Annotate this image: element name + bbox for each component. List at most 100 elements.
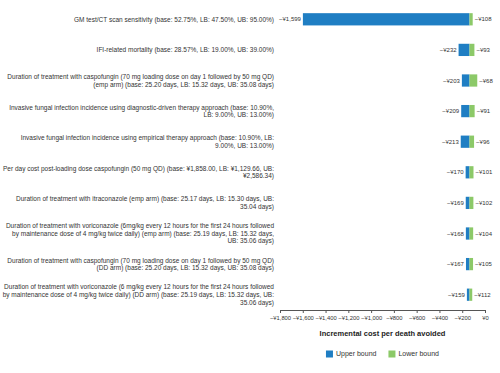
category-label: Duration of treatment with itraconazole … <box>16 195 274 211</box>
bar <box>470 13 473 25</box>
x-tick-mark <box>439 310 440 313</box>
data-label: −¥112 <box>474 292 491 298</box>
x-tick-mark <box>326 310 327 313</box>
data-label: −¥104 <box>475 231 493 237</box>
bar <box>459 44 470 56</box>
bar <box>470 227 474 239</box>
x-tick: −¥1,800 <box>270 310 291 321</box>
category-label-line: (emp arm) (base: 25.20 days, LB: 15.32 d… <box>93 81 274 89</box>
x-tick-label: −¥200 <box>455 315 471 321</box>
legend: Upper bound Lower bound <box>326 350 439 358</box>
bar <box>470 74 478 86</box>
bar <box>470 258 474 270</box>
category-labels: GM test/CT scan sensitivity (base: 52.75… <box>3 16 275 307</box>
data-label: −¥213 <box>442 139 460 145</box>
bar <box>470 166 474 178</box>
data-label: −¥203 <box>443 78 461 84</box>
x-tick-label: −¥600 <box>409 315 425 321</box>
x-tick: −¥1,400 <box>315 310 336 321</box>
data-label: −¥170 <box>447 169 465 175</box>
x-tick: −¥1,200 <box>338 310 359 321</box>
x-axis-line <box>281 311 486 314</box>
category-label-line: 35.04 days) <box>240 203 274 211</box>
category-label-line: Per day cost post-loading dose caspofung… <box>3 165 274 173</box>
category-label-line: UB: 35.06 days) <box>227 237 274 245</box>
category-label-line: 35.06 days) <box>240 299 274 307</box>
data-label: −¥93 <box>476 47 490 53</box>
bar <box>466 197 470 209</box>
x-tick-label: −¥1,400 <box>315 315 336 321</box>
bar <box>466 258 470 270</box>
data-label: −¥108 <box>475 16 493 22</box>
bar <box>303 13 470 25</box>
x-tick-label: −¥1,000 <box>361 315 382 321</box>
bar <box>470 105 475 117</box>
data-label: −¥167 <box>447 261 465 267</box>
data-label: −¥68 <box>479 78 493 84</box>
bar <box>462 74 470 86</box>
bar <box>461 136 470 148</box>
legend-label: Upper bound <box>336 350 377 358</box>
x-tick: −¥600 <box>409 310 425 321</box>
data-label: −¥105 <box>475 261 493 267</box>
x-tick: −¥1,000 <box>361 310 382 321</box>
bar <box>466 166 470 178</box>
data-label: −¥169 <box>447 200 465 206</box>
x-tick: −¥800 <box>386 310 402 321</box>
category-label: Duration of treatment with caspofungin (… <box>7 257 274 273</box>
bars <box>303 13 477 301</box>
bar <box>470 289 473 301</box>
x-tick-mark <box>485 310 486 313</box>
category-label-line: Duration of treatment with itraconazole … <box>16 195 274 203</box>
category-label-line: 9.00%, UB: 13.00%) <box>215 142 274 150</box>
data-label: −¥102 <box>475 200 493 206</box>
bar <box>467 289 470 301</box>
category-label-line: GM test/CT scan sensitivity (base: 52.75… <box>74 16 274 24</box>
x-tick-label: −¥1,800 <box>270 315 291 321</box>
bar <box>470 197 474 209</box>
category-label: Invasive fungal infection incidence usin… <box>21 134 274 150</box>
x-tick-label: ¥0 <box>482 315 488 321</box>
data-label: −¥91 <box>477 108 491 114</box>
x-tick-label: −¥400 <box>432 315 448 321</box>
legend-swatch <box>388 351 395 358</box>
category-label: Duration of treatment with voriconazole … <box>6 222 274 245</box>
category-label-line: ¥2,586.34) <box>243 172 274 180</box>
category-label: Duration of treatment with voriconazole … <box>3 283 275 306</box>
data-label: −¥209 <box>442 108 460 114</box>
x-tick-mark <box>394 310 395 313</box>
category-label-line: IFI-related mortality (base: 28.57%, LB:… <box>97 46 274 54</box>
category-label-line: by maintenance dose of 4 mg/kg twice dai… <box>3 291 275 299</box>
x-tick: −¥400 <box>432 310 448 321</box>
category-label: GM test/CT scan sensitivity (base: 52.75… <box>74 16 274 24</box>
bar <box>466 227 470 239</box>
category-label: Per day cost post-loading dose caspofung… <box>3 165 274 181</box>
category-label: IFI-related mortality (base: 28.57%, LB:… <box>97 46 274 54</box>
x-tick: ¥0 <box>482 310 488 321</box>
x-tick-label: −¥1,200 <box>338 315 359 321</box>
data-label: −¥232 <box>440 47 458 53</box>
bar <box>470 44 475 56</box>
category-label-line: LB: 9.00%, UB: 13.00%) <box>204 111 274 119</box>
x-tick: −¥1,600 <box>293 310 314 321</box>
x-tick-mark <box>462 310 463 313</box>
x-tick-mark <box>280 310 281 313</box>
category-label: Duration of treatment with caspofungin (… <box>7 73 274 89</box>
data-label: −¥159 <box>448 292 466 298</box>
category-label-line: (DD arm) (base: 25.20 days, LB: 15.32 da… <box>97 264 274 272</box>
bar <box>470 136 475 148</box>
legend-item: Upper bound <box>326 350 377 358</box>
x-axis-title: Incremental cost per death avoided <box>320 329 446 338</box>
data-label: −¥168 <box>447 231 465 237</box>
data-labels: −¥1,599 −¥232 −¥203 −¥209 −¥213 −¥170 −¥169 −¥1… <box>279 16 493 297</box>
x-tick-mark <box>417 310 418 313</box>
data-label: −¥96 <box>476 139 490 145</box>
x-axis: −¥1,800−¥1,600−¥1,400−¥1,200−¥1,000 −¥800… <box>270 310 489 321</box>
x-tick-label: −¥800 <box>386 315 402 321</box>
legend-label: Lower bound <box>398 350 439 357</box>
x-tick-mark <box>348 310 349 313</box>
category-label: Invasive fungal infection incidence usin… <box>9 104 274 120</box>
data-label: −¥1,599 <box>279 16 302 22</box>
x-tick-mark <box>371 310 372 313</box>
chart: GM test/CT scan sensitivity (base: 52.75… <box>0 0 500 373</box>
